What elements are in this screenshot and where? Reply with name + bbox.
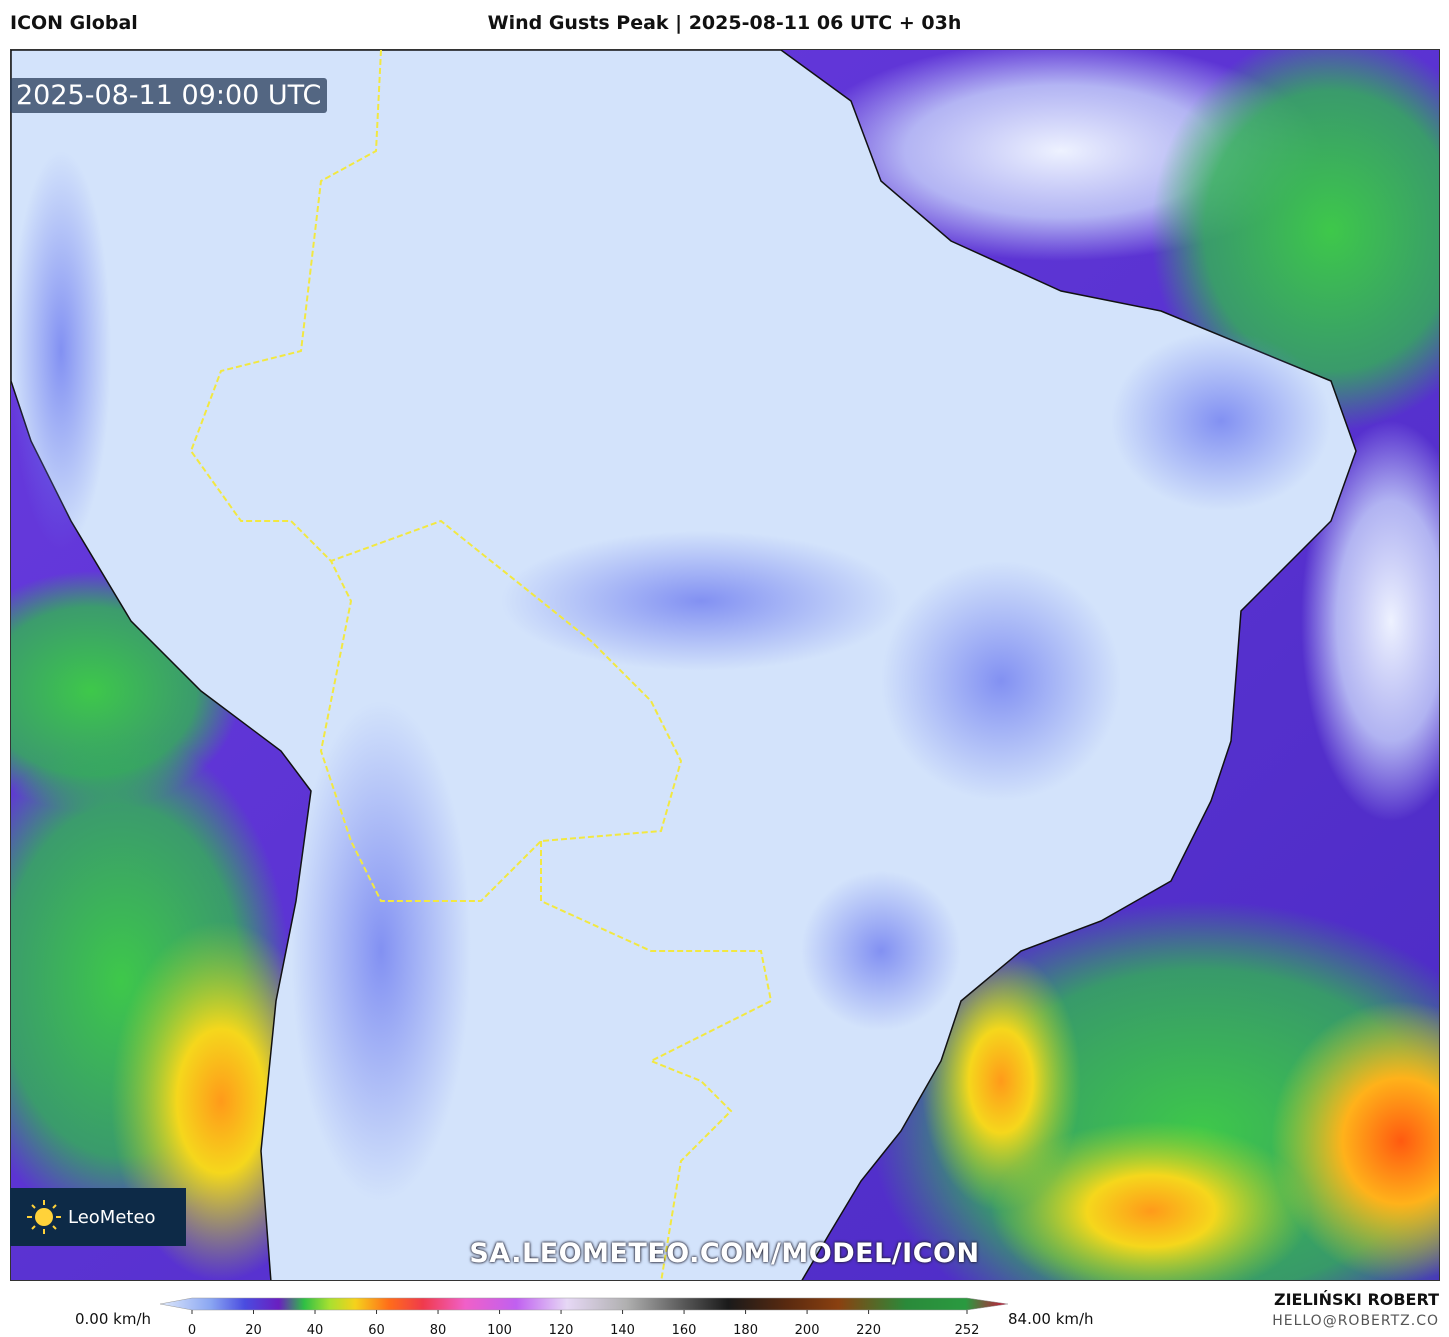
colorbar-tick-label: 200 bbox=[795, 1323, 820, 1337]
colorbar-tick-label: 180 bbox=[733, 1323, 758, 1337]
map-title: Wind Gusts Peak | 2025-08-11 06 UTC + 03… bbox=[487, 12, 962, 34]
source-url: SA.LEOMETEO.COM/MODEL/ICON bbox=[469, 1238, 980, 1269]
colorbar-tick-label: 40 bbox=[307, 1323, 324, 1337]
colorbar-tick-label: 252 bbox=[955, 1323, 980, 1337]
author: ZIELIŃSKI ROBERT bbox=[1273, 1290, 1439, 1309]
border bbox=[189, 50, 773, 1280]
logo-text: LeoMeteo bbox=[68, 1206, 156, 1228]
colorbar-min-label: 0.00 km/h bbox=[75, 1310, 152, 1328]
colorbar-gradient bbox=[159, 1297, 1009, 1311]
map bbox=[10, 49, 1440, 1281]
colorbar-tick-label: 140 bbox=[610, 1323, 635, 1337]
timestamp: 2025-08-11 09:00 UTC bbox=[10, 78, 328, 113]
map-canvas bbox=[11, 50, 1439, 1280]
email: HELLO@ROBERTZ.CO bbox=[1272, 1313, 1439, 1329]
colorbar-tick-label: 80 bbox=[430, 1323, 447, 1337]
colorbar-tick-label: 120 bbox=[549, 1323, 574, 1337]
model-name: ICON Global bbox=[10, 12, 138, 34]
colorbar-tick-label: 160 bbox=[672, 1323, 697, 1337]
colorbar-tick-label: 20 bbox=[245, 1323, 262, 1337]
colorbar-tick-label: 220 bbox=[856, 1323, 881, 1337]
logo-sun bbox=[27, 1200, 61, 1234]
colorbar-tick-label: 100 bbox=[487, 1323, 512, 1337]
logo: LeoMeteo bbox=[10, 1188, 186, 1246]
colorbar-tick-label: 60 bbox=[368, 1323, 385, 1337]
colorbar: 0 20 40 60 80 100 120 140 160 180 200 220 252 bbox=[159, 1297, 1009, 1337]
land-gust-patches bbox=[11, 151, 1331, 1201]
colorbar-tick-label: 0 bbox=[188, 1323, 196, 1337]
colorbar-max-label: 84.00 km/h bbox=[1008, 1310, 1094, 1328]
